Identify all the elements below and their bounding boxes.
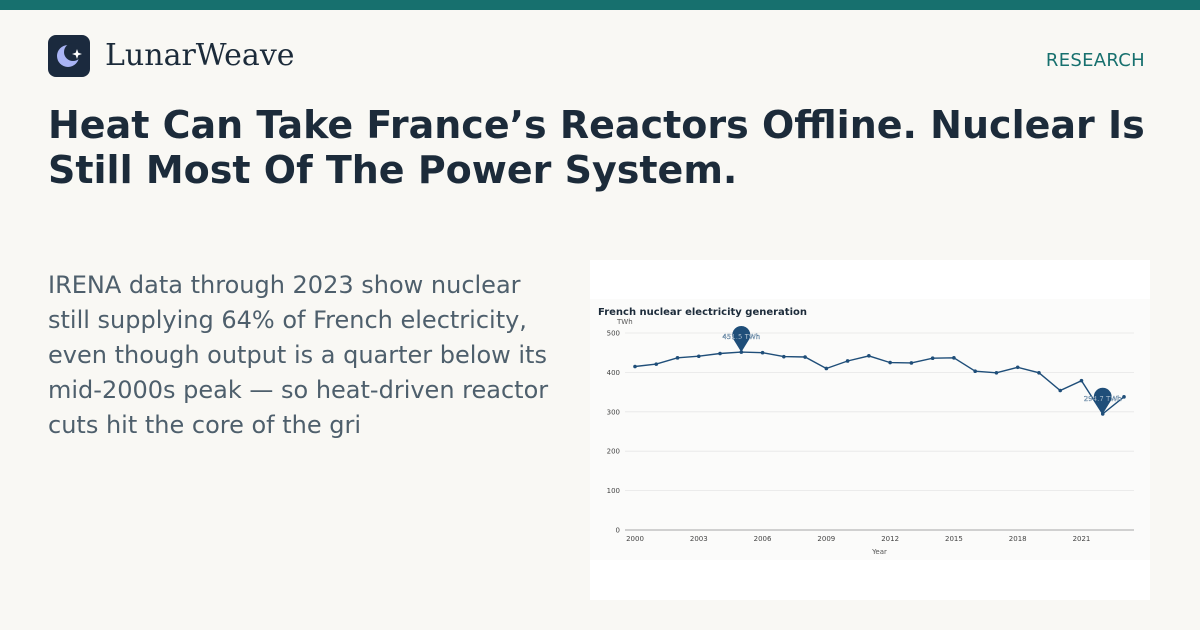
x-tick-label: 2021 — [1073, 535, 1091, 543]
moon-sparkle-glyph — [57, 43, 82, 67]
line-chart: French nuclear electricity generationTWh… — [590, 299, 1150, 560]
x-tick-label: 2000 — [626, 535, 644, 543]
data-point — [824, 366, 829, 371]
annotation-label: 451.5 TWh — [722, 333, 760, 341]
data-point — [696, 354, 701, 359]
x-tick-label: 2018 — [1009, 535, 1027, 543]
x-tick-label: 2015 — [945, 535, 963, 543]
moon-sparkle-icon — [48, 35, 90, 77]
article-dek: IRENA data through 2023 show nuclear sti… — [48, 271, 549, 439]
y-tick-label: 500 — [607, 330, 620, 338]
x-axis-label: Year — [871, 548, 887, 556]
data-point — [867, 354, 871, 358]
data-point — [782, 354, 786, 359]
annotation-marker — [1093, 387, 1112, 414]
data-point — [633, 364, 637, 369]
data-point — [1122, 395, 1126, 399]
data-point — [888, 360, 892, 365]
data-point — [1015, 365, 1020, 370]
data-point — [675, 356, 680, 360]
data-point — [930, 356, 935, 361]
annotation-marker — [732, 325, 751, 353]
data-point — [845, 359, 850, 363]
data-point — [994, 370, 999, 375]
series-line — [634, 351, 1125, 415]
y-tick-label: 400 — [607, 369, 620, 377]
brand[interactable]: LunarWeave — [48, 35, 295, 77]
chart-card: French nuclear electricity generation TWh… — [590, 260, 1150, 600]
y-tick-label: 300 — [607, 408, 620, 416]
data-point — [739, 350, 744, 354]
data-point — [760, 350, 765, 355]
data-point — [1079, 378, 1084, 383]
data-point — [803, 355, 807, 359]
x-tick-label: 2009 — [817, 535, 835, 543]
data-point — [909, 361, 914, 365]
headline: Heat Can Take France’s Reactors Offline.… — [48, 103, 1145, 192]
x-tick-label: 2012 — [881, 535, 899, 543]
top-accent-bar — [0, 0, 1200, 10]
section-label[interactable]: RESEARCH — [1045, 50, 1145, 71]
x-tick-label: 2006 — [754, 535, 772, 543]
data-point — [1058, 388, 1063, 393]
y-tick-label: 100 — [607, 487, 620, 495]
y-axis-label: TWh — [616, 318, 633, 326]
x-tick-label: 2003 — [690, 535, 708, 543]
data-point — [654, 362, 659, 366]
y-tick-label: 0 — [616, 527, 620, 535]
brand-name: LunarWeave — [105, 38, 295, 73]
y-tick-label: 200 — [607, 448, 620, 456]
chart-panel — [590, 299, 1150, 560]
annotation-label: 294.7 TWh — [1084, 395, 1122, 403]
data-point — [718, 351, 722, 356]
data-point — [952, 356, 956, 360]
data-point — [1037, 370, 1041, 375]
data-point — [973, 369, 977, 374]
chart-title: French nuclear electricity generation — [598, 307, 807, 318]
